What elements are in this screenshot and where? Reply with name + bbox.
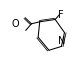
Text: F: F: [58, 10, 64, 20]
Text: N: N: [58, 36, 66, 46]
Text: O: O: [12, 19, 19, 29]
